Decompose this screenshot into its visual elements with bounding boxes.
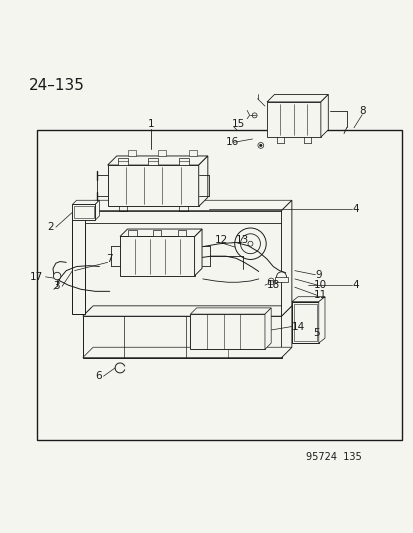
Polygon shape <box>85 200 291 211</box>
Polygon shape <box>83 347 291 358</box>
Circle shape <box>257 142 263 148</box>
Circle shape <box>53 272 61 280</box>
Polygon shape <box>318 297 324 343</box>
Text: 1: 1 <box>147 119 154 128</box>
Text: 10: 10 <box>313 280 327 290</box>
Circle shape <box>268 278 273 284</box>
Polygon shape <box>291 302 318 343</box>
Text: 95724  135: 95724 135 <box>306 452 361 462</box>
Bar <box>268 280 273 284</box>
Bar <box>275 277 287 282</box>
Text: 16: 16 <box>225 138 238 147</box>
Polygon shape <box>107 156 207 165</box>
Text: 12: 12 <box>214 235 228 245</box>
Text: 3: 3 <box>53 281 60 292</box>
Circle shape <box>247 241 252 246</box>
Polygon shape <box>120 237 194 276</box>
Text: 15: 15 <box>231 119 244 128</box>
Text: 6: 6 <box>95 371 101 381</box>
Polygon shape <box>194 229 202 276</box>
Polygon shape <box>320 94 328 137</box>
Polygon shape <box>281 200 291 316</box>
Bar <box>118 158 128 165</box>
Text: 18: 18 <box>266 280 280 290</box>
Polygon shape <box>72 215 85 314</box>
Polygon shape <box>190 314 264 349</box>
Text: 8: 8 <box>358 106 365 116</box>
Text: 13: 13 <box>235 235 248 245</box>
Circle shape <box>234 228 266 260</box>
Text: 17: 17 <box>30 272 43 282</box>
Polygon shape <box>83 306 291 316</box>
Ellipse shape <box>240 233 257 254</box>
Bar <box>178 230 186 237</box>
Text: 9: 9 <box>315 270 321 280</box>
Bar <box>37 130 401 440</box>
Bar <box>74 206 93 219</box>
Text: 7: 7 <box>106 254 113 264</box>
Text: 5: 5 <box>313 328 319 338</box>
Bar <box>72 204 95 220</box>
Circle shape <box>276 272 286 282</box>
Polygon shape <box>72 200 99 204</box>
Text: 11: 11 <box>313 290 327 301</box>
Circle shape <box>240 234 260 254</box>
Polygon shape <box>95 200 99 220</box>
Text: 14: 14 <box>291 321 304 332</box>
Polygon shape <box>281 306 291 358</box>
Polygon shape <box>266 102 320 137</box>
Bar <box>153 230 161 237</box>
Polygon shape <box>120 229 202 237</box>
Bar <box>188 150 196 156</box>
Text: 4: 4 <box>352 280 358 290</box>
Bar <box>178 158 188 165</box>
Polygon shape <box>291 297 324 302</box>
Polygon shape <box>190 308 271 314</box>
Text: 24–135: 24–135 <box>29 78 85 93</box>
Bar <box>128 150 136 156</box>
Bar <box>293 304 316 341</box>
Text: 2: 2 <box>47 222 54 232</box>
Bar <box>128 230 136 237</box>
Bar <box>148 158 158 165</box>
Circle shape <box>252 113 256 118</box>
Polygon shape <box>85 211 281 223</box>
Polygon shape <box>198 156 207 206</box>
Polygon shape <box>83 316 281 358</box>
Polygon shape <box>107 165 198 206</box>
Polygon shape <box>266 94 328 102</box>
Polygon shape <box>264 308 271 349</box>
Polygon shape <box>72 208 91 215</box>
Circle shape <box>259 144 261 147</box>
Text: 4: 4 <box>352 204 358 214</box>
Ellipse shape <box>244 238 253 250</box>
Bar <box>158 150 166 156</box>
